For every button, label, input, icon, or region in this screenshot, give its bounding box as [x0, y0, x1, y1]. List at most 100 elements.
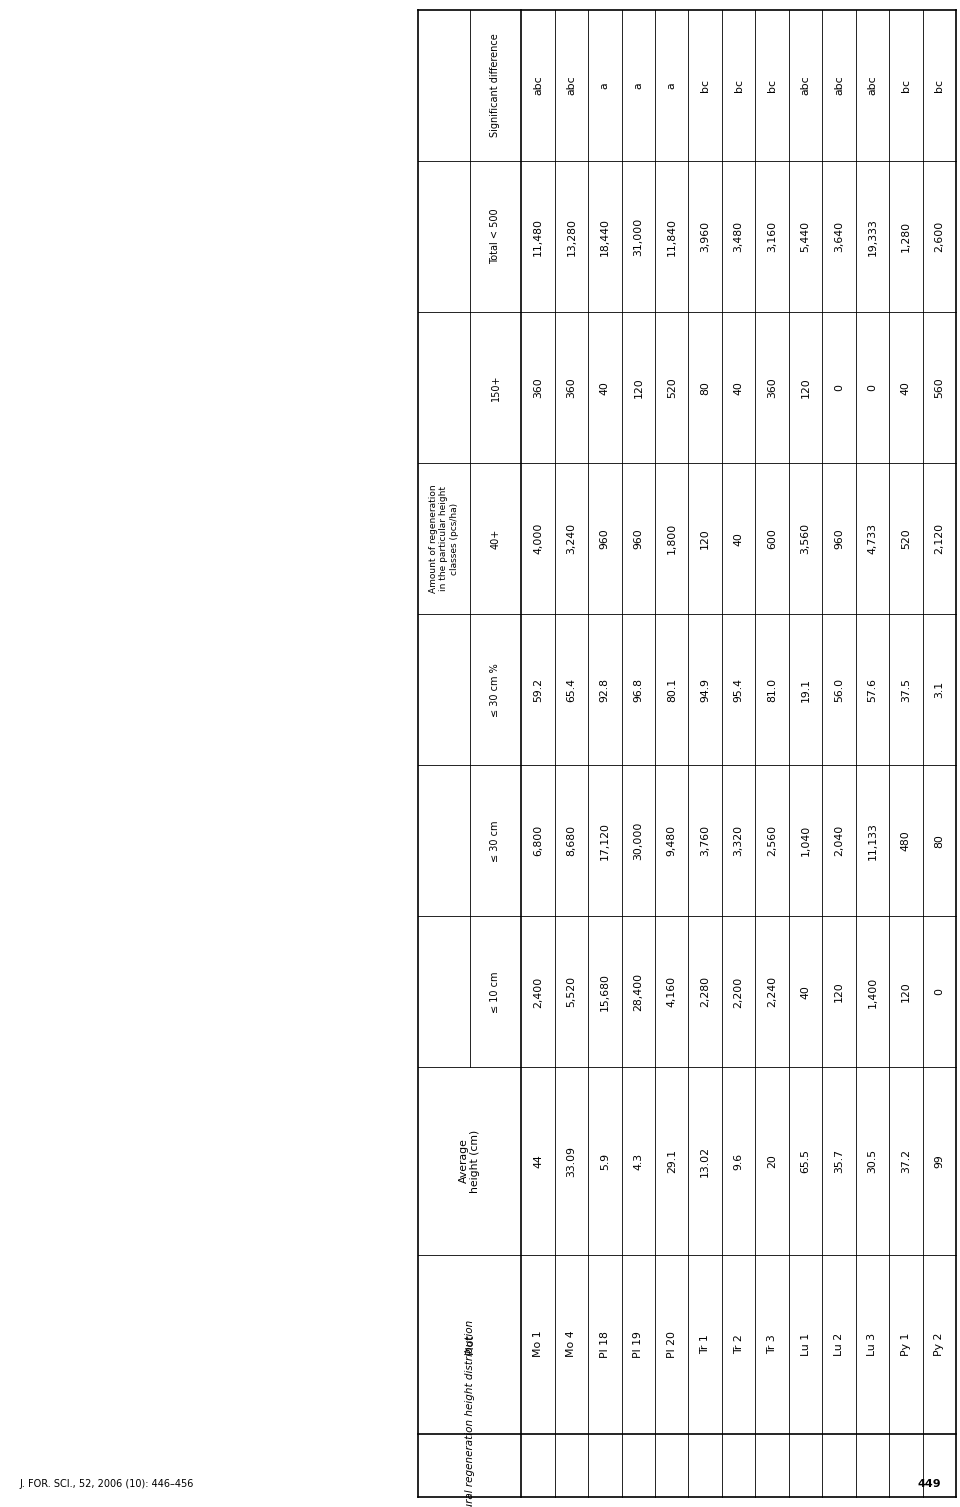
Text: abc: abc — [868, 75, 877, 95]
Text: ≤ 10 cm: ≤ 10 cm — [491, 971, 500, 1013]
Text: 2,600: 2,600 — [934, 222, 945, 252]
Text: 960: 960 — [834, 529, 844, 549]
Text: 3,560: 3,560 — [801, 523, 810, 555]
Text: 40: 40 — [900, 381, 911, 395]
Text: 3,640: 3,640 — [834, 222, 844, 252]
Text: Plot: Plot — [465, 1334, 474, 1355]
Text: 11,133: 11,133 — [868, 821, 877, 860]
Text: 2,560: 2,560 — [767, 826, 777, 856]
Text: 13,280: 13,280 — [566, 217, 576, 256]
Text: J. FOR. SCI., 52, 2006 (10): 446–456: J. FOR. SCI., 52, 2006 (10): 446–456 — [19, 1478, 194, 1489]
Text: 3,160: 3,160 — [767, 222, 777, 252]
Text: a: a — [634, 83, 643, 89]
Text: 80: 80 — [934, 833, 945, 848]
Text: 4,160: 4,160 — [667, 977, 677, 1008]
Text: 4,733: 4,733 — [868, 523, 877, 555]
Text: 65.4: 65.4 — [566, 678, 576, 702]
Text: 81.0: 81.0 — [767, 678, 777, 702]
Text: 1,040: 1,040 — [801, 826, 810, 856]
Text: 30,000: 30,000 — [634, 821, 643, 860]
Text: bc: bc — [733, 78, 744, 92]
Text: a: a — [667, 83, 677, 89]
Text: 40: 40 — [733, 381, 744, 395]
Text: 5.9: 5.9 — [600, 1153, 610, 1169]
Text: Tr 3: Tr 3 — [767, 1334, 777, 1355]
Text: abc: abc — [801, 75, 810, 95]
Text: Total < 500: Total < 500 — [491, 209, 500, 264]
Text: 6,800: 6,800 — [533, 826, 543, 856]
Text: 56.0: 56.0 — [834, 678, 844, 702]
Text: abc: abc — [566, 75, 576, 95]
Text: 120: 120 — [634, 377, 643, 398]
Text: Pl 20: Pl 20 — [667, 1331, 677, 1358]
Text: Mo 1: Mo 1 — [533, 1331, 543, 1358]
Text: Amount of regeneration
in the particular height
classes (pcs/ha): Amount of regeneration in the particular… — [429, 484, 459, 594]
Text: 8,680: 8,680 — [566, 826, 576, 856]
Text: 11,480: 11,480 — [533, 217, 543, 256]
Text: 18,440: 18,440 — [600, 217, 610, 256]
Text: 29.1: 29.1 — [667, 1148, 677, 1172]
Text: bc: bc — [900, 78, 911, 92]
Text: 0: 0 — [934, 989, 945, 996]
Text: 960: 960 — [600, 529, 610, 549]
Text: 600: 600 — [767, 529, 777, 549]
Text: 360: 360 — [767, 377, 777, 398]
Text: 40: 40 — [600, 381, 610, 395]
Text: 1,400: 1,400 — [868, 977, 877, 1008]
Text: 37.5: 37.5 — [900, 678, 911, 702]
Text: bc: bc — [700, 78, 710, 92]
Text: Tr 2: Tr 2 — [733, 1334, 744, 1355]
Text: Tr 1: Tr 1 — [700, 1334, 710, 1355]
Text: 57.6: 57.6 — [868, 678, 877, 702]
Text: 20: 20 — [767, 1154, 777, 1168]
Text: Pl 18: Pl 18 — [600, 1331, 610, 1358]
Text: 360: 360 — [566, 377, 576, 398]
Text: 94.9: 94.9 — [700, 678, 710, 702]
Text: 449: 449 — [917, 1478, 941, 1489]
Text: 37.2: 37.2 — [900, 1148, 911, 1172]
Text: 150+: 150+ — [491, 374, 500, 401]
Text: ≤ 30 cm %: ≤ 30 cm % — [491, 663, 500, 717]
Text: 30.5: 30.5 — [868, 1148, 877, 1172]
Text: bc: bc — [767, 78, 777, 92]
Text: 92.8: 92.8 — [600, 678, 610, 702]
Text: 1,800: 1,800 — [667, 523, 677, 555]
Text: 2,040: 2,040 — [834, 826, 844, 856]
Text: Pl 19: Pl 19 — [634, 1331, 643, 1358]
Text: 560: 560 — [934, 377, 945, 398]
Text: 120: 120 — [900, 981, 911, 1002]
Text: Lu 2: Lu 2 — [834, 1332, 844, 1356]
Text: Py 2: Py 2 — [934, 1332, 945, 1356]
Text: 520: 520 — [667, 377, 677, 398]
Text: 4,000: 4,000 — [533, 523, 543, 555]
Text: 35.7: 35.7 — [834, 1148, 844, 1172]
Text: a: a — [600, 83, 610, 89]
Text: 33.09: 33.09 — [566, 1145, 576, 1177]
Text: 44: 44 — [533, 1154, 543, 1168]
Text: 11,840: 11,840 — [667, 217, 677, 256]
Text: 15,680: 15,680 — [600, 974, 610, 1011]
Text: 4.3: 4.3 — [634, 1153, 643, 1169]
Text: 96.8: 96.8 — [634, 678, 643, 702]
Text: 80.1: 80.1 — [667, 678, 677, 702]
Text: 2,240: 2,240 — [767, 977, 777, 1008]
Text: 2,200: 2,200 — [733, 977, 744, 1008]
Text: 19.1: 19.1 — [801, 678, 810, 702]
Text: Mo 4: Mo 4 — [566, 1331, 576, 1358]
Text: 0: 0 — [834, 384, 844, 392]
Text: 2,400: 2,400 — [533, 977, 543, 1008]
Text: 120: 120 — [700, 529, 710, 549]
Text: 0: 0 — [868, 384, 877, 392]
Text: 2,120: 2,120 — [934, 523, 945, 555]
Text: Average
height (cm): Average height (cm) — [459, 1129, 480, 1192]
Text: 3,480: 3,480 — [733, 222, 744, 252]
Text: Py 1: Py 1 — [900, 1332, 911, 1356]
Text: bc: bc — [934, 78, 945, 92]
Text: 65.5: 65.5 — [801, 1148, 810, 1172]
Text: abc: abc — [533, 75, 543, 95]
Text: 31,000: 31,000 — [634, 217, 643, 256]
Text: 19,333: 19,333 — [868, 217, 877, 256]
Text: 360: 360 — [533, 377, 543, 398]
Text: 17,120: 17,120 — [600, 821, 610, 860]
Text: 1,280: 1,280 — [900, 222, 911, 252]
